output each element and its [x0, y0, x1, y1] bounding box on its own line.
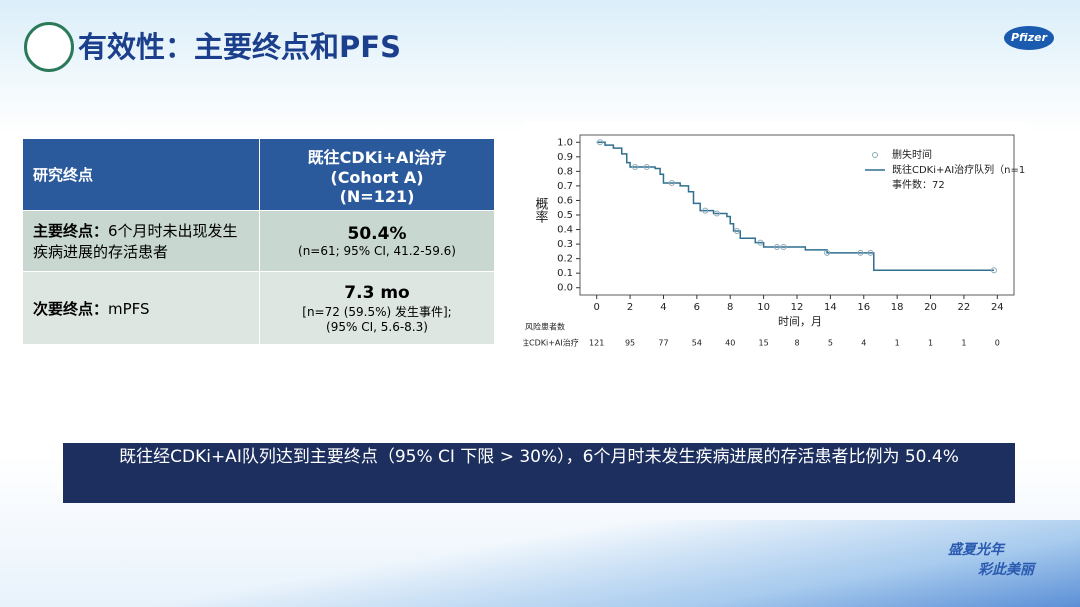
at-risk-name: 既往CDKi+AI治疗 — [523, 338, 579, 348]
value: 50.4% — [347, 224, 407, 244]
decoration — [0, 520, 1080, 607]
y-tick-label: 0.2 — [557, 254, 573, 265]
footer-text: 盛夏光年 — [948, 542, 1004, 558]
at-risk-value: 5 — [828, 339, 833, 348]
censor-mark — [668, 180, 675, 186]
x-tick-label: 0 — [594, 302, 600, 313]
brand-logo: Pfizer — [1004, 26, 1054, 50]
censor-mark — [632, 164, 639, 170]
km-chart: 概率 时间，月 事件数：72 风险患者数 既往CDKi+AI治疗 0.0 0.1 0… — [523, 122, 1025, 352]
x-tick-label: 20 — [924, 302, 937, 313]
at-risk-value: 121 — [589, 339, 604, 348]
note: [n=72 (59.5%) 发生事件]; — [302, 304, 452, 319]
censor-mark — [643, 164, 650, 170]
y-axis-label: 概率 — [533, 197, 549, 223]
censor-mark — [990, 267, 997, 274]
legend-label: 既往CDKi+AI治疗队列（n=121） — [892, 163, 1025, 176]
at-risk-value: 40 — [725, 339, 735, 348]
at-risk-value: 1 — [895, 339, 900, 348]
y-tick-label: 1.0 — [557, 137, 573, 148]
censor-mark — [713, 210, 720, 217]
footer-text: 彩此美丽 — [978, 562, 1034, 578]
km-curve — [596, 141, 994, 272]
x-tick-label: 12 — [791, 302, 804, 313]
note: (95% CI, 5.6-8.3) — [326, 319, 428, 334]
slide-title: 有效性：主要终点和PFS — [78, 30, 401, 64]
label-bold: 次要终点： — [33, 299, 109, 318]
row-label: 次要终点：mPFS — [22, 271, 260, 345]
conclusion: 既往经CDKi+AI队列达到主要终点（95% CI 下限 > 30%），6个月时… — [63, 443, 1015, 503]
censor-mark — [867, 249, 874, 256]
at-risk-value: 15 — [759, 339, 769, 348]
y-tick-label: 0.0 — [557, 283, 573, 294]
x-axis-label: 时间，月 — [778, 315, 822, 328]
at-risk-value: 54 — [692, 339, 702, 348]
logo — [24, 22, 74, 72]
header-cell: 既往CDKi+AI治疗 (Cohort A) (N=121) — [259, 138, 495, 211]
censor-mark — [857, 249, 864, 256]
legend-label: 删失时间 — [892, 148, 932, 161]
y-tick-label: 0.9 — [557, 152, 573, 163]
row-value: 50.4% (n=61; 95% CI, 41.2-59.6) — [259, 210, 495, 272]
censor-mark — [733, 228, 740, 234]
header-cell: 研究终点 — [22, 138, 260, 211]
label: mPFS — [108, 299, 150, 318]
censor-mark — [780, 244, 787, 250]
at-risk-value: 8 — [794, 339, 799, 348]
x-tick-label: 22 — [958, 302, 971, 313]
row-value: 7.3 mo [n=72 (59.5%) 发生事件]; (95% CI, 5.6-8… — [259, 271, 495, 345]
at-risk-title: 风险患者数 — [525, 322, 565, 332]
footer-logo: 盛夏光年 彩此美丽 — [948, 540, 1034, 580]
y-tick-label: 0.4 — [557, 225, 573, 236]
x-tick-label: 4 — [660, 302, 666, 313]
at-risk-value: 1 — [961, 339, 966, 348]
value: 7.3 mo — [344, 282, 410, 303]
y-tick-label: 0.7 — [557, 181, 573, 192]
x-tick-label: 8 — [727, 302, 733, 313]
x-tick-label: 24 — [991, 302, 1004, 313]
label: 6个月时未出现发生疾病进展的存活患者 — [33, 222, 238, 261]
censor-mark — [702, 207, 709, 214]
header-line: 既往CDKi+AI治疗 — [307, 147, 447, 167]
x-tick-label: 6 — [694, 302, 700, 313]
at-risk-value: 77 — [658, 339, 668, 348]
x-tick-label: 10 — [757, 302, 770, 313]
x-tick-label: 2 — [627, 302, 633, 313]
row-label: 主要终点：6个月时未出现发生疾病进展的存活患者 — [22, 210, 260, 272]
y-tick-label: 0.5 — [557, 210, 573, 221]
censor-mark — [597, 139, 604, 146]
at-risk-value: 4 — [861, 339, 866, 348]
at-risk-value: 0 — [995, 339, 1000, 348]
header-line: (N=121) — [339, 186, 415, 206]
censor-mark — [824, 249, 831, 256]
y-tick-label: 0.6 — [557, 195, 573, 206]
label-bold: 主要终点： — [33, 222, 109, 240]
at-risk-value: 95 — [625, 339, 635, 348]
censor-mark — [773, 244, 780, 250]
legend-marker — [872, 152, 878, 158]
annotation: 事件数：72 — [892, 178, 945, 191]
note: (n=61; 95% CI, 41.2-59.6) — [298, 244, 456, 258]
endpoint-table: 研究终点 既往CDKi+AI治疗 (Cohort A) (N=121) 主要终点… — [22, 138, 495, 345]
y-tick-label: 0.1 — [557, 268, 573, 279]
at-risk-value: 1 — [928, 339, 933, 348]
header-line: (Cohort A) — [330, 167, 424, 187]
x-tick-label: 16 — [857, 302, 870, 313]
x-tick-label: 14 — [824, 302, 837, 313]
x-tick-label: 18 — [891, 302, 904, 313]
y-tick-label: 0.3 — [557, 239, 573, 250]
censor-mark — [757, 239, 764, 246]
y-tick-label: 0.8 — [557, 166, 573, 177]
